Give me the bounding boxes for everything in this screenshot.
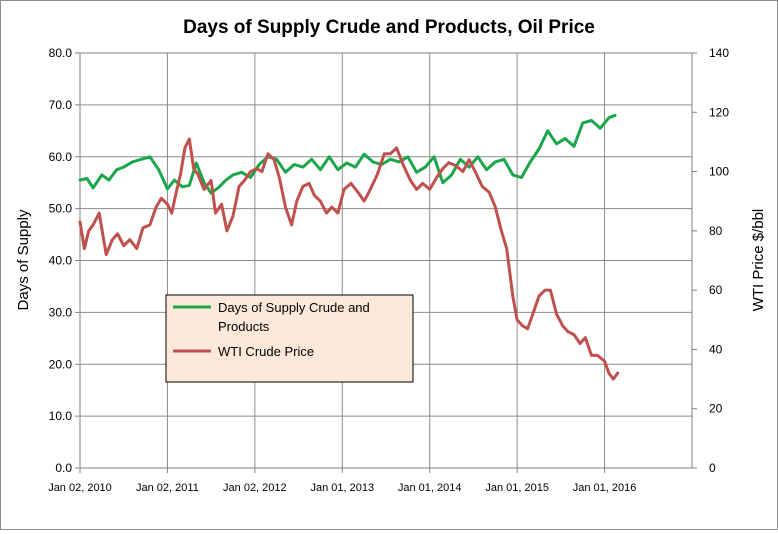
right-tick-label: 60: [709, 283, 723, 297]
gridlines: [80, 53, 692, 468]
right-tick-label: 120: [709, 105, 729, 119]
left-axis-ticks: 0.0 10.0 20.0 30.0 40.0 50.0 60.0 70.0 80.0: [49, 46, 80, 475]
series-line-days-of-supply: [78, 113, 617, 195]
left-tick-label: 40.0: [49, 254, 73, 268]
left-tick-label: 20.0: [49, 357, 73, 371]
right-axis-ticks: 0 20 40 60 80 100 120 140: [692, 46, 729, 475]
left-axis-title: Days of Supply: [15, 209, 32, 310]
legend-label-supply-line2: Products: [218, 319, 270, 334]
x-tick-label: Jan 02, 2010: [48, 482, 112, 494]
series-layer: [78, 113, 620, 381]
x-tick-label: Jan 02, 2012: [223, 482, 287, 494]
legend: Days of Supply Crude and Products WTI Cr…: [165, 294, 414, 383]
x-tick-label: Jan 02, 2011: [136, 482, 199, 494]
left-tick-label: 30.0: [49, 305, 73, 319]
chart-title: Days of Supply Crude and Products, Oil P…: [183, 17, 595, 38]
right-tick-label: 80: [709, 224, 723, 238]
x-tick-label: Jan 01, 2014: [398, 482, 462, 494]
right-tick-label: 40: [709, 342, 723, 356]
left-tick-label: 0.0: [55, 461, 72, 475]
x-tick-label: Jan 01, 2013: [310, 482, 374, 494]
legend-label-supply-line1: Days of Supply Crude and: [218, 300, 370, 315]
left-tick-label: 70.0: [49, 98, 73, 112]
left-tick-label: 50.0: [49, 202, 73, 216]
series-line-wti-price: [78, 137, 620, 381]
right-tick-label: 140: [709, 46, 729, 60]
left-tick-label: 10.0: [49, 409, 73, 423]
right-tick-label: 20: [709, 402, 723, 416]
x-tick-label: Jan 01, 2015: [485, 482, 549, 494]
x-tick-label: Jan 01, 2016: [573, 482, 637, 494]
x-axis-ticks: Jan 02, 2010 Jan 02, 2011 Jan 02, 2012 Jan …: [48, 468, 636, 494]
legend-label-wti: WTI Crude Price: [218, 344, 314, 359]
left-tick-label: 80.0: [49, 46, 73, 60]
right-tick-label: 100: [709, 165, 729, 179]
right-axis-title: WTI Price $/bbl: [750, 209, 767, 312]
left-tick-label: 60.0: [49, 150, 73, 164]
right-tick-label: 0: [709, 461, 716, 475]
legend-box: [165, 294, 414, 383]
